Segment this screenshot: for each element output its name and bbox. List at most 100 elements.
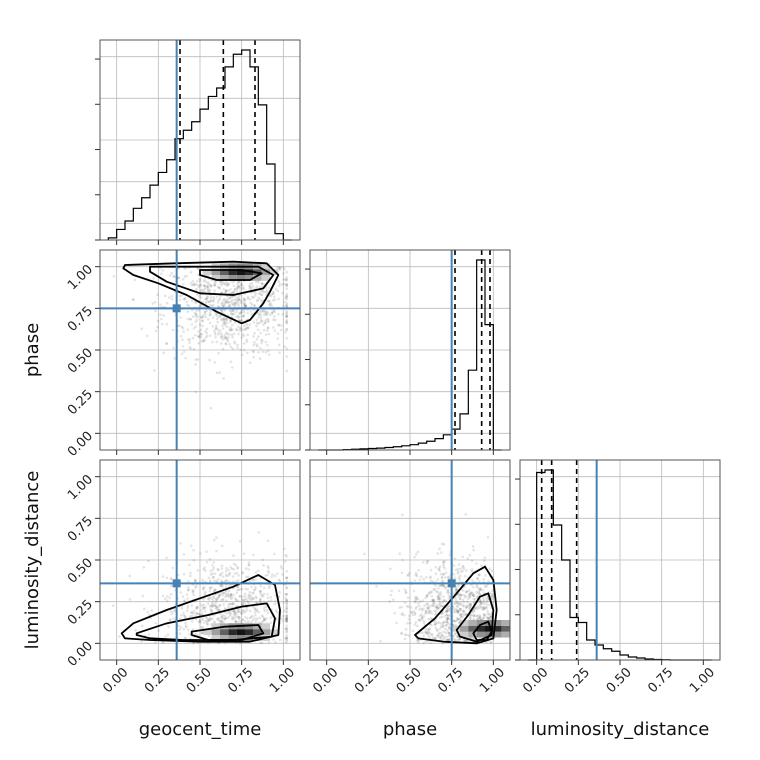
scatter-point-geocent-time-vs-phase: [227, 300, 231, 304]
scatter-point-geocent-time-vs-luminosity-distance: [220, 567, 224, 570]
scatter-point-geocent-time-vs-phase: [241, 333, 244, 336]
scatter-point-phase-vs-luminosity-distance: [482, 616, 485, 620]
scatter-point-phase-vs-luminosity-distance: [434, 572, 438, 575]
scatter-point-geocent-time-vs-phase: [242, 314, 246, 317]
scatter-point-phase-vs-luminosity-distance: [435, 628, 439, 631]
scatter-point-geocent-time-vs-luminosity-distance: [202, 598, 205, 601]
scatter-point-geocent-time-vs-luminosity-distance: [227, 568, 230, 572]
scatter-point-geocent-time-vs-luminosity-distance: [182, 611, 185, 615]
scatter-point-geocent-time-vs-phase: [285, 294, 288, 298]
scatter-point-geocent-time-vs-luminosity-distance: [161, 575, 165, 578]
scatter-point-geocent-time-vs-phase: [227, 304, 231, 308]
scatter-point-geocent-time-vs-luminosity-distance: [243, 592, 247, 596]
scatter-point-geocent-time-vs-phase: [259, 331, 262, 335]
scatter-point-geocent-time-vs-phase: [214, 336, 217, 339]
scatter-point-phase-vs-luminosity-distance: [465, 569, 468, 572]
scatter-point-geocent-time-vs-phase: [276, 289, 280, 293]
scatter-point-geocent-time-vs-phase: [243, 303, 247, 307]
scatter-point-geocent-time-vs-luminosity-distance: [230, 567, 234, 571]
scatter-point-phase-vs-luminosity-distance: [482, 607, 485, 611]
scatter-point-geocent-time-vs-phase: [191, 336, 195, 340]
scatter-point-geocent-time-vs-luminosity-distance: [285, 598, 288, 602]
scatter-point-phase-vs-luminosity-distance: [472, 601, 476, 604]
scatter-point-geocent-time-vs-phase: [181, 345, 185, 348]
scatter-point-geocent-time-vs-phase: [242, 334, 246, 338]
scatter-point-phase-vs-luminosity-distance: [469, 591, 473, 595]
scatter-point-geocent-time-vs-phase: [237, 285, 240, 288]
scatter-point-phase-vs-luminosity-distance: [429, 575, 432, 579]
scatter-point-phase-vs-luminosity-distance: [379, 639, 382, 643]
scatter-point-geocent-time-vs-phase: [190, 323, 194, 326]
scatter-point-geocent-time-vs-phase: [204, 329, 207, 333]
scatter-point-geocent-time-vs-phase: [257, 350, 260, 354]
scatter-point-phase-vs-luminosity-distance: [477, 617, 481, 620]
density-cell-phase-vs-luminosity-distance: [485, 625, 494, 632]
scatter-point-geocent-time-vs-phase: [199, 335, 203, 339]
scatter-point-geocent-time-vs-phase: [267, 286, 271, 290]
scatter-point-phase-vs-luminosity-distance: [488, 616, 491, 619]
scatter-point-geocent-time-vs-phase: [212, 297, 216, 301]
scatter-point-phase-vs-luminosity-distance: [400, 605, 404, 609]
scatter-point-phase-vs-luminosity-distance: [420, 613, 423, 616]
density-cell-geocent-time-vs-phase: [220, 269, 229, 275]
scatter-point-phase-vs-luminosity-distance: [477, 573, 481, 577]
xlabel-geocent-time: geocent_time: [139, 719, 262, 740]
scatter-point-phase-vs-luminosity-distance: [427, 591, 431, 594]
scatter-point-geocent-time-vs-luminosity-distance: [233, 613, 236, 617]
scatter-point-geocent-time-vs-phase: [238, 294, 242, 297]
scatter-point-phase-vs-luminosity-distance: [422, 621, 426, 625]
scatter-point-geocent-time-vs-phase: [230, 333, 234, 337]
scatter-point-geocent-time-vs-luminosity-distance: [189, 574, 192, 578]
scatter-point-phase-vs-luminosity-distance: [472, 594, 475, 597]
scatter-point-geocent-time-vs-luminosity-distance: [197, 612, 201, 616]
scatter-point-phase-vs-luminosity-distance: [466, 639, 470, 643]
scatter-point-geocent-time-vs-luminosity-distance: [259, 597, 262, 600]
scatter-point-geocent-time-vs-phase: [219, 336, 223, 339]
scatter-point-geocent-time-vs-luminosity-distance: [282, 600, 285, 604]
scatter-point-phase-vs-luminosity-distance: [458, 597, 462, 600]
scatter-point-phase-vs-luminosity-distance: [471, 592, 474, 595]
scatter-point-phase-vs-luminosity-distance: [442, 624, 445, 628]
scatter-point-phase-vs-luminosity-distance: [415, 597, 418, 601]
scatter-point-geocent-time-vs-luminosity-distance: [232, 610, 236, 613]
scatter-point-geocent-time-vs-phase: [223, 337, 227, 340]
scatter-point-phase-vs-luminosity-distance: [475, 614, 479, 618]
scatter-point-phase-vs-luminosity-distance: [482, 616, 485, 619]
scatter-point-phase-vs-luminosity-distance: [461, 555, 465, 559]
scatter-point-geocent-time-vs-phase: [260, 310, 263, 313]
scatter-point-geocent-time-vs-luminosity-distance: [201, 625, 204, 629]
scatter-point-geocent-time-vs-luminosity-distance: [215, 607, 218, 610]
scatter-point-geocent-time-vs-luminosity-distance: [274, 640, 277, 644]
scatter-point-geocent-time-vs-luminosity-distance: [257, 610, 261, 614]
scatter-point-geocent-time-vs-luminosity-distance: [262, 564, 265, 567]
scatter-point-geocent-time-vs-phase: [197, 308, 201, 312]
scatter-point-geocent-time-vs-phase: [194, 313, 198, 316]
scatter-point-geocent-time-vs-luminosity-distance: [285, 617, 288, 620]
scatter-point-phase-vs-luminosity-distance: [491, 593, 495, 596]
scatter-point-geocent-time-vs-phase: [183, 297, 187, 301]
scatter-point-geocent-time-vs-phase: [223, 321, 226, 325]
scatter-point-phase-vs-luminosity-distance: [438, 616, 442, 619]
scatter-point-phase-vs-luminosity-distance: [427, 606, 430, 609]
scatter-point-geocent-time-vs-luminosity-distance: [257, 531, 261, 534]
scatter-point-geocent-time-vs-luminosity-distance: [207, 598, 211, 601]
scatter-point-geocent-time-vs-luminosity-distance: [225, 611, 229, 615]
scatter-point-geocent-time-vs-luminosity-distance: [284, 596, 287, 600]
scatter-point-geocent-time-vs-luminosity-distance: [221, 585, 224, 588]
scatter-point-geocent-time-vs-luminosity-distance: [232, 617, 235, 621]
scatter-point-phase-vs-luminosity-distance: [429, 641, 433, 645]
scatter-point-geocent-time-vs-phase: [225, 331, 228, 334]
scatter-point-phase-vs-luminosity-distance: [454, 587, 458, 591]
scatter-point-geocent-time-vs-luminosity-distance: [198, 618, 202, 622]
scatter-point-geocent-time-vs-luminosity-distance: [220, 544, 224, 548]
scatter-point-geocent-time-vs-phase: [240, 283, 243, 286]
scatter-point-geocent-time-vs-luminosity-distance: [272, 552, 276, 556]
scatter-point-phase-vs-luminosity-distance: [412, 589, 416, 593]
scatter-point-geocent-time-vs-luminosity-distance: [285, 620, 288, 623]
scatter-point-geocent-time-vs-phase: [181, 338, 184, 341]
scatter-point-geocent-time-vs-luminosity-distance: [283, 547, 286, 551]
scatter-point-geocent-time-vs-luminosity-distance: [284, 593, 287, 596]
scatter-point-geocent-time-vs-luminosity-distance: [222, 603, 226, 606]
scatter-point-geocent-time-vs-phase: [208, 334, 212, 338]
scatter-point-geocent-time-vs-luminosity-distance: [212, 561, 216, 564]
